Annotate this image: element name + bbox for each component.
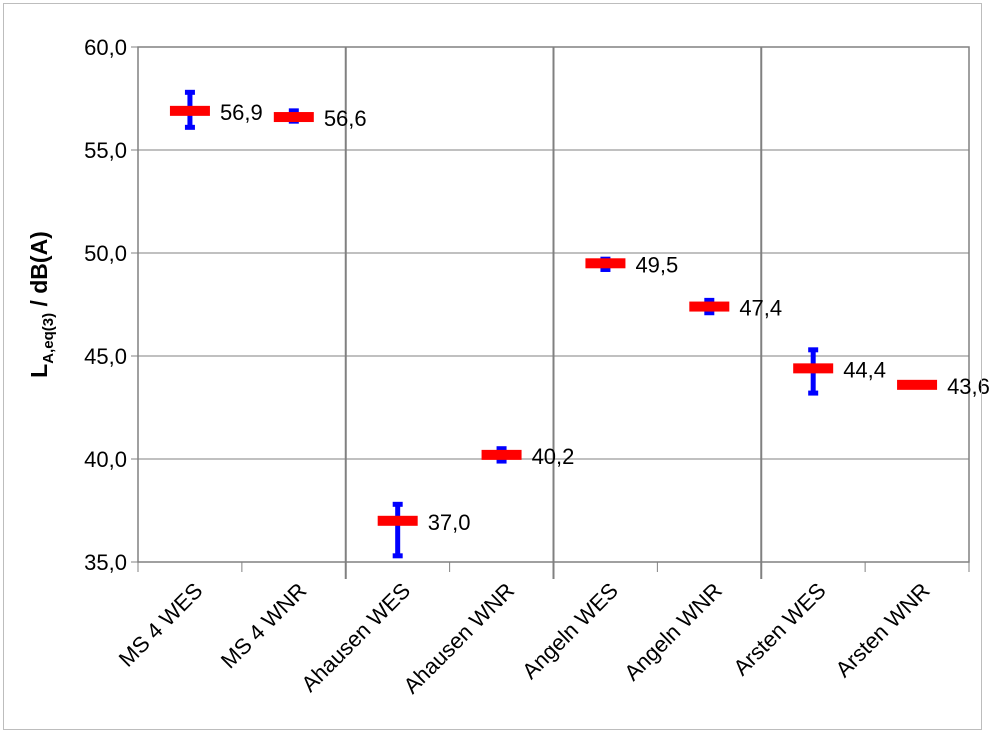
data-label: 56,6 xyxy=(324,106,367,131)
y-tick-label: 35,0 xyxy=(84,550,127,575)
y-tick-label: 45,0 xyxy=(84,344,127,369)
data-point xyxy=(273,112,314,123)
y-tick-label: 50,0 xyxy=(84,241,127,266)
y-tick-label: 55,0 xyxy=(84,138,127,163)
data-label: 37,0 xyxy=(428,510,471,535)
data-point xyxy=(585,258,626,269)
data-label: 44,4 xyxy=(843,357,886,382)
data-point xyxy=(897,379,938,390)
data-point xyxy=(793,363,834,374)
data-point xyxy=(377,515,418,526)
data-point xyxy=(169,105,210,116)
chart-frame xyxy=(3,3,982,730)
data-label: 43,6 xyxy=(947,374,989,399)
y-axis-label: LA,eq(3) / dB(A) xyxy=(26,231,57,378)
data-point xyxy=(481,449,522,460)
y-tick-label: 60,0 xyxy=(84,35,127,60)
data-point xyxy=(689,301,730,312)
data-label: 40,2 xyxy=(532,444,575,469)
data-label: 56,9 xyxy=(220,100,263,125)
plot-border xyxy=(137,46,970,563)
y-tick-label: 40,0 xyxy=(84,447,127,472)
data-label: 49,5 xyxy=(635,252,678,277)
data-label: 47,4 xyxy=(739,296,782,321)
